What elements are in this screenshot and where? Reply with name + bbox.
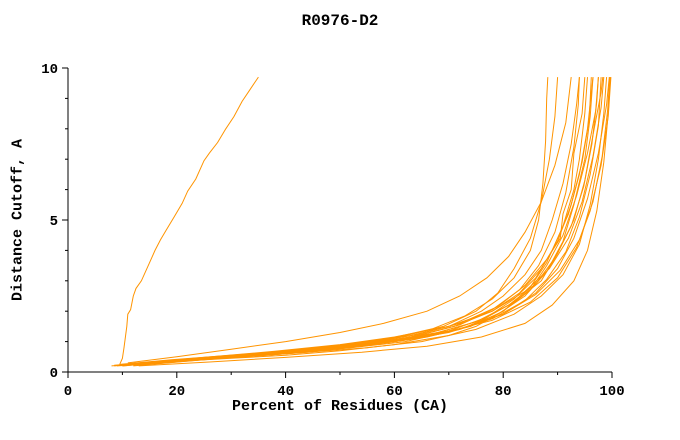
curve-7 [133,77,604,365]
x-tick-label: 40 [277,384,294,400]
x-axis-label: Percent of Residues (CA) [231,398,449,415]
chart-title: R0976-D2 [301,12,379,30]
curve-11 [119,77,559,365]
y-tick-label: 0 [50,366,58,382]
curve-10 [144,77,612,364]
curve-12 [125,77,580,366]
y-tick-label: 10 [41,62,58,78]
x-tick-label: 80 [495,384,512,400]
curve-18 [138,77,611,367]
x-tick-label: 0 [64,384,72,400]
x-tick-label: 20 [168,384,185,400]
curve-20 [114,77,549,366]
curve-4 [114,77,580,367]
curve-1 [119,76,259,365]
curve-17 [122,77,611,365]
curve-21 [130,77,599,366]
curve-2 [122,77,588,367]
x-tick-label: 60 [386,384,403,400]
curve-13 [127,77,572,364]
curve-8 [116,77,594,367]
curve-15 [135,77,605,364]
curve-16 [116,77,592,366]
curve-5 [122,77,594,367]
y-tick-label: 5 [50,214,58,230]
curve-19 [121,77,586,366]
y-axis-label: Distance Cutoff, A [9,138,27,302]
curve-14 [111,77,602,367]
x-tick-label: 100 [599,384,624,400]
